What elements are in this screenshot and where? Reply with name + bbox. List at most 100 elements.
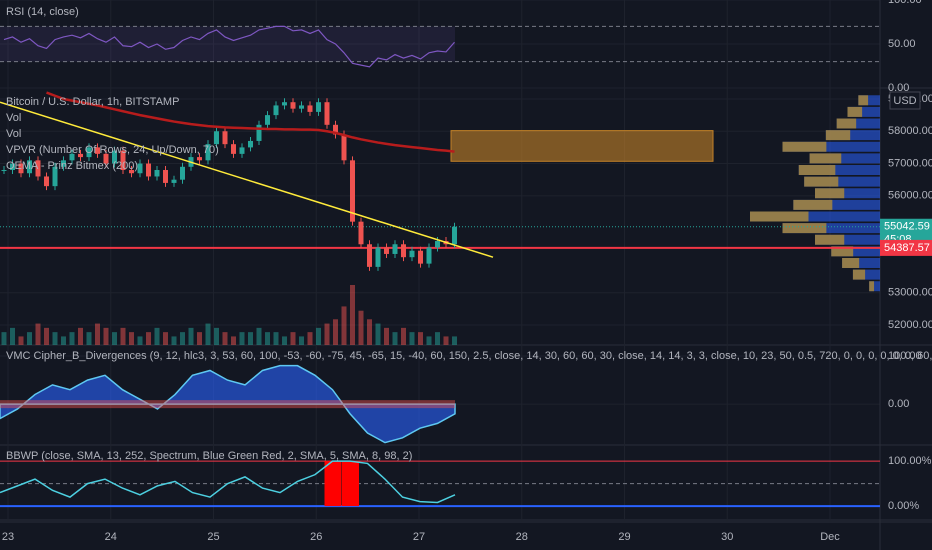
profile-bar bbox=[809, 153, 880, 164]
candle-body bbox=[248, 140, 253, 148]
volume-bar bbox=[418, 332, 423, 345]
currency-label: USD bbox=[893, 95, 916, 107]
candle-body bbox=[154, 170, 160, 177]
profile-bar bbox=[798, 165, 880, 176]
candle-body bbox=[180, 166, 185, 180]
profile-bar-part bbox=[815, 234, 845, 245]
y-tick-label: 56000.00 bbox=[888, 190, 932, 202]
extreme-bar bbox=[342, 461, 359, 507]
x-tick-label: 24 bbox=[105, 531, 117, 543]
candle-body bbox=[27, 160, 32, 174]
y-tick-label: 0.00% bbox=[888, 500, 919, 512]
profile-bar bbox=[815, 234, 880, 245]
volume-bar bbox=[171, 336, 177, 345]
y-tick-label: 100.00 bbox=[888, 0, 922, 6]
volume-bar bbox=[248, 332, 253, 345]
profile-bar bbox=[793, 199, 880, 210]
candle-body bbox=[231, 144, 236, 154]
volume-bar bbox=[367, 319, 372, 345]
volume-bar bbox=[307, 332, 313, 345]
profile-bar-part bbox=[852, 269, 866, 280]
candle-body bbox=[1, 170, 7, 172]
volume-bar bbox=[188, 327, 194, 345]
bbwp-line bbox=[0, 460, 456, 504]
volume-bar bbox=[358, 310, 364, 345]
profile-bar bbox=[815, 188, 880, 199]
profile-bar bbox=[836, 118, 880, 129]
volume-bar bbox=[61, 336, 66, 345]
volume-bar bbox=[103, 327, 109, 345]
profile-bar-part bbox=[782, 223, 827, 234]
profile-bar-part bbox=[858, 95, 869, 106]
rsi-band bbox=[0, 26, 455, 62]
candle-body bbox=[409, 250, 415, 258]
candle-body bbox=[452, 226, 457, 245]
candle-body bbox=[197, 157, 202, 161]
candle-body bbox=[316, 102, 321, 112]
legend-entry: VPVR (Number Of Rows, 24, Up/Down, 70) bbox=[6, 144, 219, 156]
pane-title: RSI (14, close) bbox=[6, 6, 79, 18]
candle-body bbox=[120, 150, 126, 171]
volume-bar bbox=[146, 332, 151, 345]
profile-bar bbox=[842, 257, 880, 268]
y-tick-label: 100.00% bbox=[888, 455, 932, 467]
profile-bar bbox=[858, 95, 880, 106]
volume-bar bbox=[324, 323, 330, 345]
ma200-line bbox=[46, 91, 455, 153]
x-tick-label: Dec bbox=[820, 531, 840, 543]
candle-body bbox=[103, 153, 109, 164]
candle-body bbox=[95, 147, 100, 154]
candle-body bbox=[171, 179, 177, 183]
candle-body bbox=[256, 124, 262, 141]
volume-bar bbox=[214, 327, 219, 345]
x-tick-label: 30 bbox=[721, 531, 733, 543]
volume-bar bbox=[69, 332, 75, 345]
x-tick-label: 27 bbox=[413, 531, 425, 543]
volume-bar bbox=[231, 336, 236, 345]
y-tick-label: 52000.00 bbox=[888, 319, 932, 331]
y-tick-label: 57000.00 bbox=[888, 157, 932, 169]
legend-entry: Vol bbox=[6, 128, 21, 140]
candle-body bbox=[392, 244, 398, 254]
profile-bar-part bbox=[750, 211, 809, 222]
x-tick-label: 26 bbox=[310, 531, 322, 543]
y-tick-label: 0.00 bbox=[888, 82, 909, 94]
profile-bar-part bbox=[825, 130, 851, 141]
volume-bar bbox=[290, 332, 296, 345]
volume-bar bbox=[205, 323, 211, 345]
volume-bar bbox=[180, 332, 185, 345]
money-flow bbox=[0, 400, 455, 409]
legend-entry: Vol bbox=[6, 112, 21, 124]
candle-body bbox=[307, 105, 313, 112]
candle-body bbox=[324, 102, 330, 125]
volume-bar bbox=[375, 323, 381, 345]
y-tick-label: 58000.00 bbox=[888, 125, 932, 137]
profile-bar bbox=[804, 176, 880, 187]
currency-box bbox=[889, 91, 921, 110]
profile-bar bbox=[847, 106, 880, 117]
support-label: 54387.57 bbox=[884, 242, 930, 254]
profile-bar-part bbox=[815, 188, 845, 199]
volume-bar bbox=[273, 332, 279, 345]
legend-entry: OEMA - Prinz Bitmex (200) bbox=[6, 160, 138, 172]
profile-bar-part bbox=[804, 176, 839, 187]
pane-title: BBWP (close, SMA, 13, 252, Spectrum, Blu… bbox=[6, 450, 412, 462]
candle-body bbox=[358, 221, 364, 245]
candle-body bbox=[112, 150, 117, 164]
candle-body bbox=[18, 163, 24, 174]
candle-body bbox=[273, 105, 279, 116]
x-tick-label: 25 bbox=[207, 531, 219, 543]
volume-bar bbox=[384, 327, 389, 345]
profile-bar-part bbox=[842, 257, 860, 268]
volume-bar bbox=[401, 327, 406, 345]
volume-bar bbox=[44, 327, 49, 345]
candle-body bbox=[333, 124, 338, 135]
candle-body bbox=[129, 170, 134, 174]
profile-bar bbox=[825, 130, 880, 141]
pane-title: VMC Cipher_B_Divergences (9, 12, hlc3, 3… bbox=[6, 350, 932, 362]
candle-body bbox=[426, 247, 432, 264]
profile-bar bbox=[831, 246, 880, 257]
profile-bar-part bbox=[782, 141, 827, 152]
candle-body bbox=[205, 144, 211, 161]
